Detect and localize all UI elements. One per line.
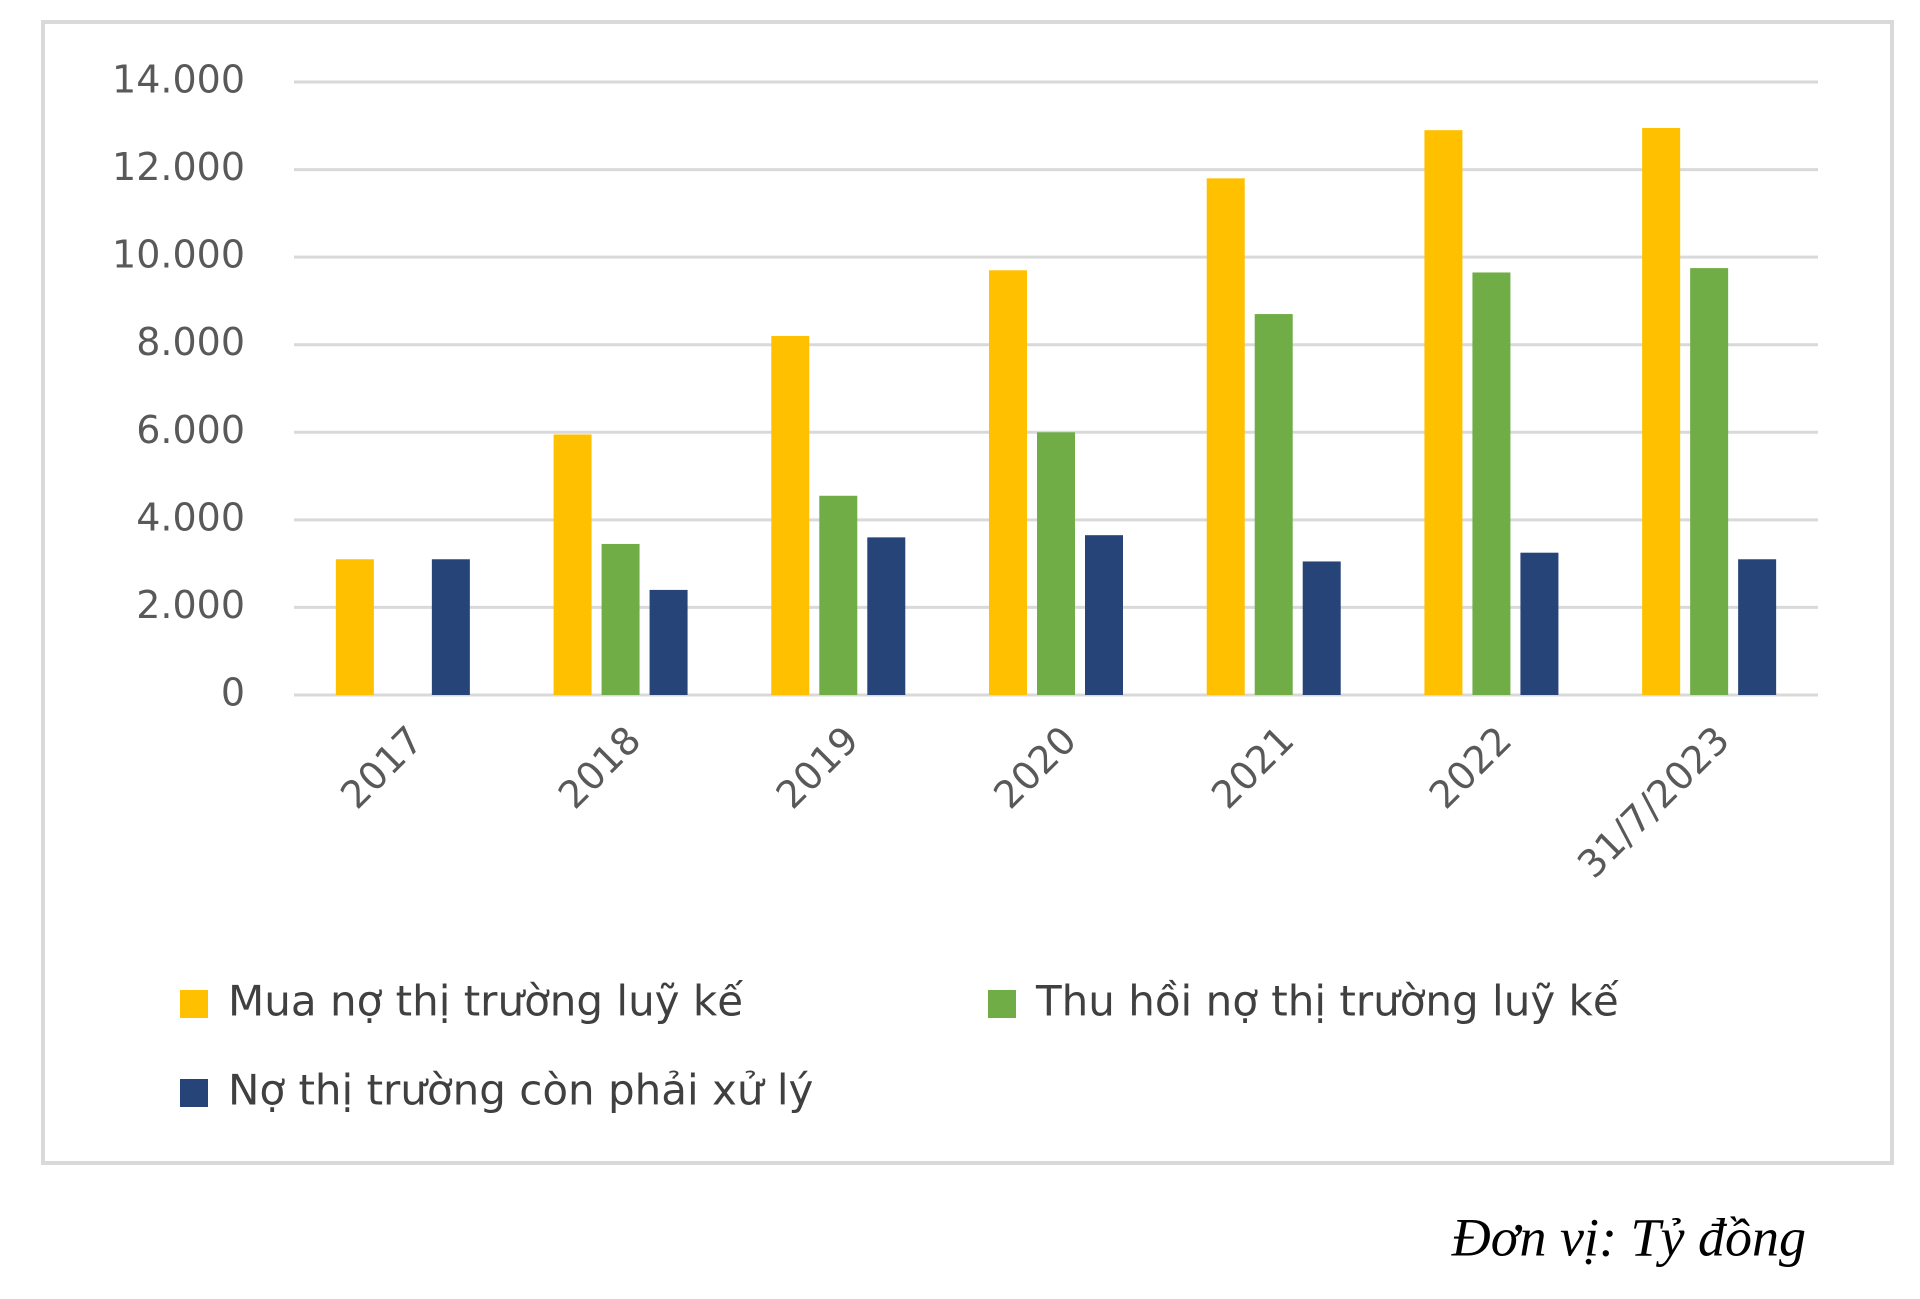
bar: [867, 537, 906, 695]
bar: [1302, 561, 1341, 695]
bar: [1738, 559, 1777, 695]
caption: Đơn vị: Tỷ đồng: [1451, 1207, 1806, 1267]
y-tick-label: 14.000: [112, 58, 245, 102]
y-tick-label: 12.000: [112, 145, 245, 189]
bar: [431, 559, 470, 695]
y-tick-label: 8.000: [136, 320, 245, 364]
y-tick-label: 2.000: [136, 583, 245, 627]
legend-swatch: [180, 1079, 208, 1107]
bar: [553, 434, 592, 695]
bar: [819, 495, 858, 695]
bar: [1642, 127, 1681, 696]
legend-swatch: [180, 990, 208, 1018]
y-tick-label: 0: [221, 671, 245, 715]
y-tick-label: 4.000: [136, 495, 245, 539]
bar: [601, 543, 640, 695]
bar: [771, 335, 810, 695]
bar: [1037, 432, 1075, 695]
legend-swatch: [988, 990, 1016, 1018]
bar: [1472, 272, 1511, 695]
bar: [1085, 535, 1123, 695]
y-tick-label: 10.000: [112, 233, 245, 277]
legend-label: Thu hồi nợ thị trường luỹ kế: [1035, 977, 1619, 1026]
bar: [1424, 130, 1463, 695]
bar: [1254, 314, 1293, 695]
bar: [649, 589, 688, 695]
bar: [335, 559, 374, 695]
bar: [989, 270, 1027, 695]
legend-label: Mua nợ thị trường luỹ kế: [228, 977, 743, 1026]
bar: [1520, 552, 1559, 695]
legend-label: Nợ thị trường còn phải xử lý: [228, 1066, 813, 1115]
y-tick-label: 6.000: [136, 408, 245, 452]
bar: [1206, 178, 1245, 696]
bar: [1690, 268, 1729, 695]
